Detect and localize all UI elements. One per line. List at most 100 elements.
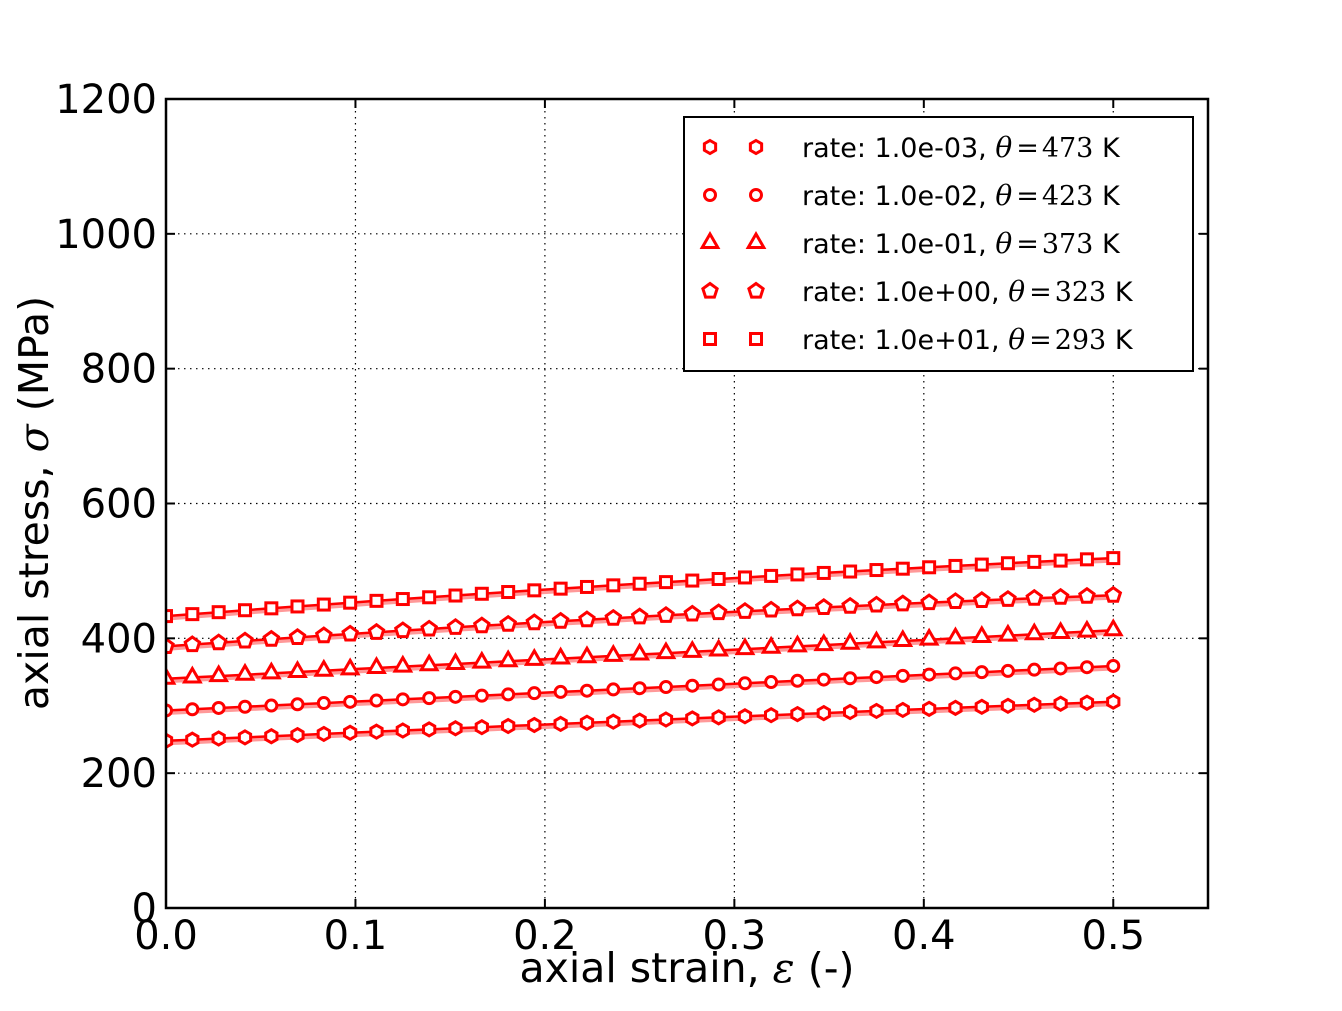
circle-marker — [1053, 661, 1068, 676]
theta-symbol: θ — [995, 130, 1013, 164]
square-marker — [948, 558, 963, 573]
pentagon-marker — [1051, 587, 1070, 605]
triangle-marker — [1050, 620, 1071, 639]
circle-marker — [448, 689, 463, 704]
square-marker — [290, 599, 305, 614]
circle-marker — [290, 697, 305, 712]
legend-entry: rate: 1.0e+00, θ = 323 K — [685, 267, 1192, 315]
square-marker — [474, 586, 489, 601]
square-marker — [685, 573, 700, 588]
hexagon-marker — [290, 726, 305, 744]
circle-marker — [422, 691, 437, 706]
equals-sign: = — [1016, 228, 1039, 260]
square-marker — [343, 595, 358, 610]
pentagon-marker — [472, 616, 491, 634]
square-marker — [166, 609, 173, 624]
hexagon-marker — [869, 702, 884, 720]
legend-temperature: 423 — [1041, 180, 1094, 212]
legend-rate-text: rate: 1.0e-02, — [802, 180, 996, 212]
pentagon-marker — [747, 281, 765, 299]
equals-sign: = — [1029, 276, 1052, 308]
circle-marker — [501, 687, 516, 702]
hexagon-marker — [474, 718, 489, 736]
square-marker — [579, 579, 594, 594]
circle-marker — [948, 666, 963, 681]
pentagon-marker — [551, 611, 570, 629]
legend-label: rate: 1.0e+01, θ = 293 K — [802, 323, 1133, 356]
epsilon-symbol: ε — [772, 944, 795, 992]
hexagon-marker — [264, 727, 279, 745]
hexagon-marker — [685, 710, 700, 727]
pentagon-marker — [525, 613, 544, 631]
hexagon-marker — [632, 712, 647, 729]
circle-marker — [166, 703, 173, 718]
triangle-marker — [550, 646, 572, 665]
y-axis-label-unit: (MPa) — [10, 295, 58, 425]
hexagon-marker — [501, 717, 516, 735]
hexagon-marker — [895, 701, 910, 719]
hexagon-marker — [448, 720, 463, 737]
legend-entry: rate: 1.0e-03, θ = 473 K — [685, 123, 1192, 171]
circle-marker — [1027, 662, 1042, 677]
legend-rate-text: rate: 1.0e-01, — [802, 228, 996, 260]
square-marker — [448, 588, 463, 603]
triangle-marker — [629, 642, 651, 661]
legend-temperature: 323 — [1054, 276, 1107, 308]
hexagon-marker — [974, 698, 989, 716]
triangle-marker — [655, 641, 677, 660]
circle-marker — [606, 682, 621, 697]
square-marker — [211, 605, 226, 620]
legend-unit: K — [1106, 276, 1133, 308]
legend-label: rate: 1.0e+00, θ = 323 K — [802, 275, 1133, 308]
hexagon-marker — [166, 732, 174, 750]
triangle-icon — [745, 230, 767, 249]
hexagon-marker — [395, 722, 410, 739]
triangle-marker — [708, 638, 730, 657]
triangle-marker — [576, 645, 598, 664]
equals-sign: = — [1016, 132, 1039, 164]
x-tick-label: 0.0 — [134, 913, 198, 959]
square-marker — [527, 583, 542, 598]
triangle-marker — [445, 651, 466, 670]
pentagon-marker — [499, 614, 518, 632]
pentagon-marker — [393, 621, 412, 639]
hexagon-marker — [737, 708, 753, 725]
circle-icon — [749, 188, 763, 202]
circle-marker — [185, 702, 200, 717]
circle-marker — [711, 677, 726, 692]
theta-symbol: θ — [1008, 322, 1026, 356]
circle-marker — [474, 688, 489, 703]
legend-entry: rate: 1.0e-02, θ = 423 K — [685, 171, 1192, 219]
hexagon-marker — [527, 716, 542, 734]
circle-marker — [737, 676, 752, 691]
triangle-marker — [1023, 622, 1045, 641]
circle-icon — [703, 188, 717, 202]
square-marker — [764, 568, 779, 583]
legend-unit: K — [1093, 228, 1120, 260]
hexagon-marker — [1079, 694, 1095, 711]
triangle-marker — [260, 661, 282, 680]
pentagon-marker — [762, 600, 781, 618]
theta-symbol: θ — [1008, 274, 1026, 308]
triangle-marker — [181, 665, 203, 684]
circle-marker — [974, 665, 989, 680]
pentagon-marker — [946, 592, 965, 610]
hexagon-marker — [369, 723, 384, 740]
pentagon-marker — [1078, 586, 1096, 604]
pentagon-marker — [1025, 588, 1044, 606]
square-marker — [974, 557, 989, 572]
circle-marker — [764, 675, 779, 690]
pentagon-marker — [604, 608, 623, 626]
series-group — [166, 551, 1124, 750]
equals-sign: = — [1016, 180, 1039, 212]
square-marker — [1027, 554, 1042, 569]
triangle-marker — [813, 633, 835, 652]
pentagon-marker — [893, 594, 912, 612]
square-marker — [922, 560, 937, 575]
pentagon-marker — [288, 628, 307, 645]
triangle-marker — [523, 647, 545, 666]
square-marker — [843, 564, 858, 579]
hexagon-marker — [842, 703, 858, 721]
y-axis-label-text: axial stress, — [10, 452, 58, 711]
